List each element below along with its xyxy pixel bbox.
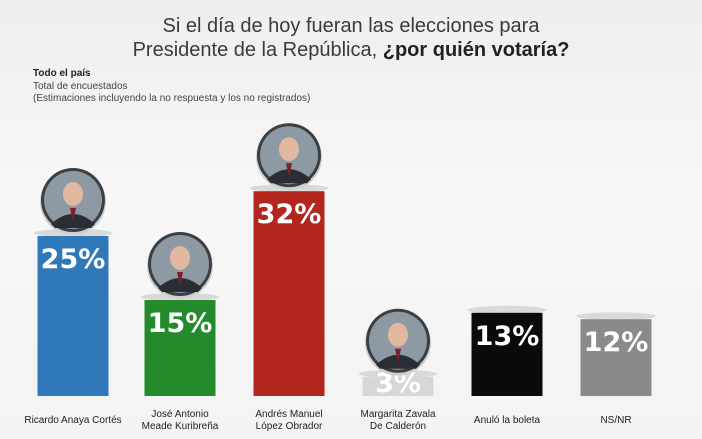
category-label: Ricardo Anaya Cortés [24,415,121,426]
bar [580,319,652,396]
bar [362,376,434,396]
bar [144,300,216,396]
bar-value-label: 15% [148,308,213,339]
candidate-photo-icon [256,123,322,191]
chart-title-line1: Si el día de hoy fueran las elecciones p… [162,15,540,37]
title-bold: ¿por quién votaría? [382,39,570,61]
scope-label: Todo el país [33,68,91,79]
bar [471,312,543,396]
chart-title-line2: Presidente de la República, ¿por quién v… [0,38,702,62]
category-label: Margarita Zavala De Calderón [360,409,435,432]
category-label: Andrés Manuel López Obrador [255,409,323,432]
base-label: Total de encuestados [33,81,128,92]
bar-shadow [576,312,656,321]
bar-value-label: 25% [41,244,106,275]
bar-value-label: 13% [475,321,540,352]
candidate-photo-icon [147,232,213,299]
title-plain: Presidente de la República, [132,39,383,61]
bar-shadow [467,305,547,314]
candidate-photo-icon [365,308,431,376]
category-label: NS/NR [600,415,631,426]
candidate-photo-icon [40,168,106,235]
bar [253,191,325,396]
note-label: (Estimaciones incluyendo la no respuesta… [33,93,311,104]
bar-value-label: 32% [257,199,322,230]
bar-value-label: 12% [584,327,649,358]
bar [37,236,109,396]
category-label: José Antonio Meade Kuribreña [142,409,219,432]
category-label: Anuló la boleta [474,415,541,426]
